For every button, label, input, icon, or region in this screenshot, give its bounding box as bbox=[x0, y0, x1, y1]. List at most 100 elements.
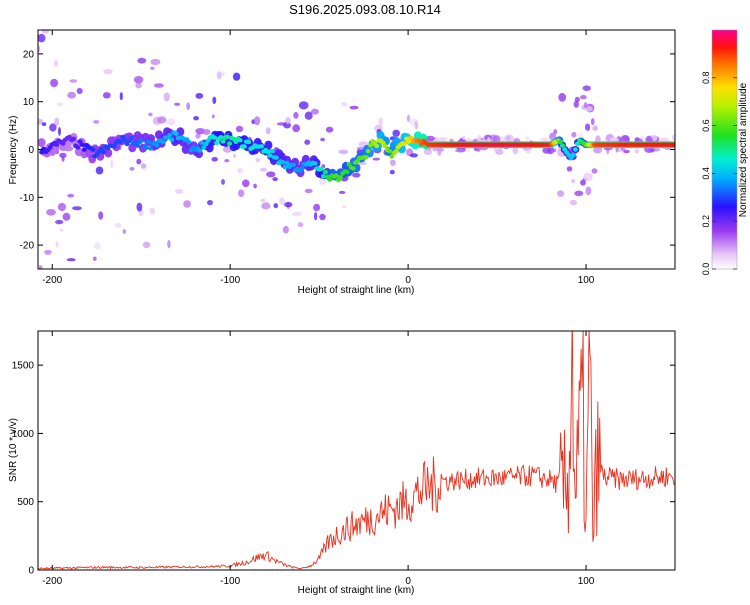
spectral-speckle bbox=[292, 211, 303, 217]
spectral-ridge-core bbox=[77, 139, 83, 144]
snr-series-line bbox=[38, 331, 675, 570]
colorbar-tick-label: 0.8 bbox=[701, 72, 711, 85]
spectral-speckle bbox=[235, 125, 244, 133]
spectral-speckle bbox=[67, 91, 76, 99]
spectral-speckle bbox=[266, 171, 276, 178]
spectral-speckle bbox=[310, 108, 319, 115]
spectral-ridge-core bbox=[408, 135, 414, 140]
spectral-speckle bbox=[261, 202, 271, 210]
spectral-ridge-core bbox=[39, 150, 45, 155]
snr-x-tick-label: -100 bbox=[220, 576, 240, 587]
spectral-speckle bbox=[166, 118, 176, 126]
spectral-speckle bbox=[319, 213, 326, 221]
spectral-speckle bbox=[207, 200, 213, 206]
spectral-speckle bbox=[437, 147, 442, 156]
spectral-speckle bbox=[389, 169, 395, 175]
spectral-ridge-core bbox=[265, 149, 271, 155]
spectral-speckle bbox=[293, 112, 299, 119]
spectral-ridge-core bbox=[402, 141, 407, 146]
spectral-ridge-core bbox=[320, 174, 326, 179]
spectral-speckle bbox=[212, 96, 217, 105]
spectral-speckle bbox=[406, 114, 411, 123]
spectral-speckle bbox=[557, 190, 565, 198]
spectral-speckle bbox=[38, 45, 41, 53]
spectral-speckle bbox=[425, 135, 435, 142]
spectral-speckle bbox=[238, 189, 245, 197]
spectral-speckle bbox=[580, 179, 586, 186]
spectral-speckle bbox=[174, 102, 181, 106]
spectrogram-marks bbox=[38, 30, 675, 269]
spectral-ridge-core bbox=[350, 166, 356, 171]
spectral-ridge-core bbox=[259, 144, 264, 149]
spectral-speckle bbox=[221, 71, 226, 77]
spectral-speckle bbox=[129, 166, 135, 171]
spectral-speckle bbox=[114, 222, 122, 228]
spectral-speckle bbox=[93, 120, 100, 124]
snr-y-tick-label: 0 bbox=[28, 566, 34, 577]
spectral-speckle bbox=[140, 163, 147, 169]
spectrogram-x-tick-label: -100 bbox=[220, 275, 240, 286]
spectral-speckle bbox=[341, 101, 348, 107]
spectral-speckle bbox=[454, 149, 465, 153]
spectral-ridge-core bbox=[299, 166, 305, 171]
spectral-ridge-core bbox=[160, 140, 166, 145]
spectral-ridge-halo bbox=[104, 148, 113, 158]
spectral-speckle bbox=[414, 120, 419, 130]
spectral-speckle bbox=[542, 137, 548, 143]
spectral-ridge-core bbox=[197, 148, 203, 153]
spectral-speckle bbox=[571, 179, 576, 184]
spectral-speckle bbox=[195, 128, 205, 135]
spectral-ridge-core bbox=[143, 145, 149, 150]
spectral-speckle bbox=[136, 202, 143, 212]
spectral-speckle bbox=[186, 102, 190, 110]
spectral-speckle bbox=[500, 136, 505, 143]
spectral-speckle bbox=[282, 225, 289, 234]
spectral-speckle bbox=[102, 92, 111, 99]
spectral-ridge-core bbox=[47, 145, 53, 150]
spectral-speckle bbox=[292, 124, 301, 133]
figure-title: S196.2025.093.08.10.R14 bbox=[289, 2, 441, 17]
spectral-ridge-core bbox=[333, 173, 339, 178]
spectral-ridge-core bbox=[111, 144, 117, 149]
snr-frame bbox=[37, 330, 676, 571]
spectral-speckle bbox=[338, 149, 349, 154]
spectral-speckle bbox=[137, 57, 147, 64]
spectral-speckle bbox=[566, 166, 573, 172]
spectral-speckle bbox=[585, 123, 591, 131]
spectral-ridge-core bbox=[154, 143, 160, 148]
spectral-speckle bbox=[72, 206, 82, 211]
spectral-ridge-core bbox=[269, 148, 275, 154]
spectral-ridge-core bbox=[367, 143, 373, 148]
spectral-ridge-core bbox=[246, 139, 252, 145]
spectral-ridge-core bbox=[557, 139, 563, 145]
colorbar-tick-label: 0.2 bbox=[701, 215, 711, 228]
spectral-ridge-core bbox=[224, 134, 230, 139]
colorbar-ticks: 0.0 0.2 0.4 0.6 0.8 bbox=[701, 72, 737, 275]
spectral-ridge-core bbox=[81, 147, 87, 152]
spectral-speckle bbox=[592, 125, 598, 131]
spectral-ridge-halo bbox=[38, 138, 46, 148]
spectral-ridge-core bbox=[560, 143, 565, 148]
spectral-speckle bbox=[492, 135, 501, 144]
spectral-speckle bbox=[585, 105, 593, 112]
spectral-ridge-core bbox=[282, 164, 288, 170]
spectral-ridge-core bbox=[389, 154, 395, 159]
spectral-speckle bbox=[142, 241, 151, 249]
spectral-ridge-core bbox=[237, 138, 243, 143]
spectral-ridge-core bbox=[284, 160, 290, 166]
spectral-speckle bbox=[260, 198, 266, 203]
spectral-speckle bbox=[133, 76, 144, 84]
spectral-speckle bbox=[221, 179, 225, 185]
spectral-ridge-core bbox=[227, 141, 232, 146]
spectral-speckle bbox=[216, 71, 222, 80]
snr-y-tick-label: 1500 bbox=[12, 361, 35, 372]
spectral-speckle bbox=[95, 166, 104, 175]
spectral-speckle bbox=[242, 179, 250, 188]
spectral-speckle bbox=[583, 172, 593, 182]
spectral-ridge-core bbox=[139, 138, 145, 143]
spectral-speckle bbox=[574, 96, 580, 103]
spectral-speckle bbox=[320, 137, 325, 142]
spectral-speckle bbox=[174, 189, 184, 194]
spectral-speckle bbox=[265, 127, 271, 135]
